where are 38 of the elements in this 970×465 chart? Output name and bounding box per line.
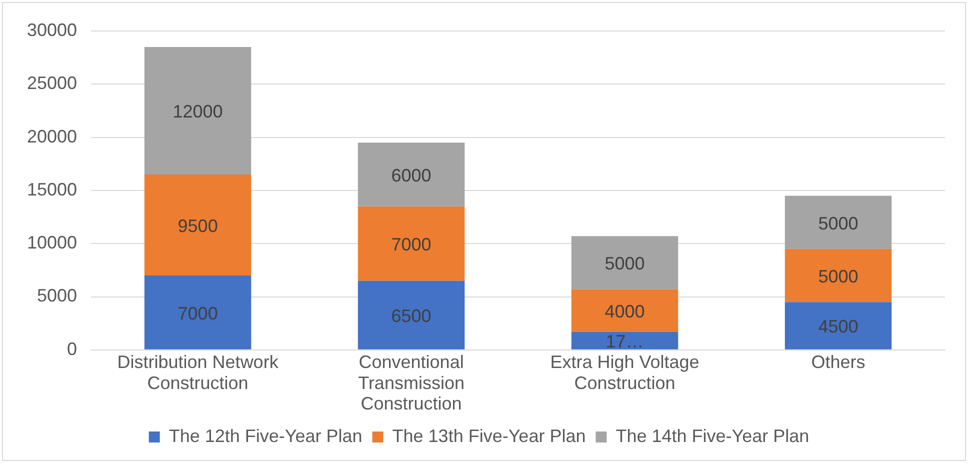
bar (144, 174, 252, 276)
y-tick-label: 20000 (26, 126, 78, 146)
bar (358, 142, 465, 206)
bar (784, 248, 892, 302)
legend-label: The 12th Five-Year Plan (168, 426, 362, 446)
data-label: 9500 (178, 216, 218, 236)
data-label: 17… (606, 332, 644, 352)
bar (144, 275, 252, 350)
bar (784, 302, 892, 350)
y-tick-label: 30000 (26, 20, 78, 40)
x-tick-label: Conventional Transmission Construction (358, 352, 464, 414)
data-label: 7000 (178, 303, 218, 324)
bar (571, 332, 678, 350)
bar (784, 196, 892, 249)
data-label: 5000 (604, 254, 645, 274)
data-label: 12000 (172, 102, 223, 122)
legend-label: The 14th Five-Year Plan (616, 426, 810, 446)
data-label: 6500 (391, 306, 432, 326)
data-label: 6000 (391, 165, 432, 186)
y-tick-label: 10000 (26, 232, 78, 253)
legend-label: The 13th Five-Year Plan (392, 426, 586, 446)
y-tick-label: 25000 (26, 73, 78, 94)
bar (571, 236, 678, 290)
x-tick-label: Others (811, 352, 866, 372)
bar (358, 280, 465, 350)
y-tick-label: 5000 (37, 286, 78, 306)
data-label: 4500 (818, 316, 858, 337)
bar (571, 289, 678, 332)
data-label: 4000 (604, 302, 645, 322)
bar (144, 46, 252, 175)
data-label: 5000 (818, 266, 858, 286)
x-tick-label: Distribution Network Construction (117, 352, 280, 393)
y-tick-label: 15000 (26, 179, 78, 200)
bar (358, 206, 465, 281)
y-tick-label: 0 (67, 338, 78, 359)
data-label: 7000 (391, 234, 432, 255)
data-label: 5000 (818, 213, 858, 234)
x-tick-label: Extra High Voltage Construction (550, 352, 700, 393)
